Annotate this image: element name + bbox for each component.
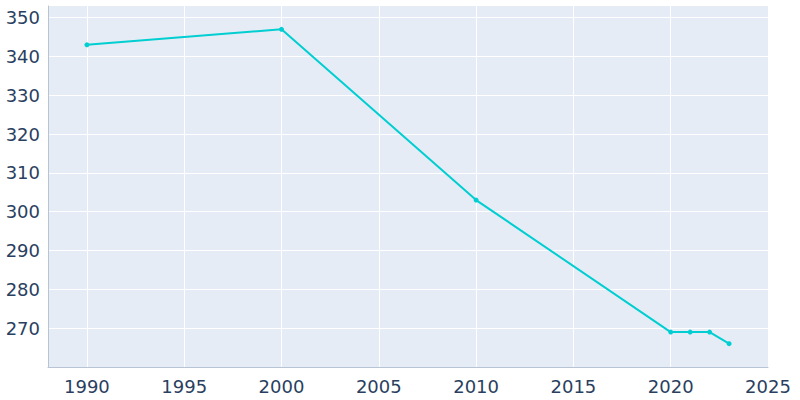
svg-text:340: 340 bbox=[6, 46, 40, 67]
svg-text:1995: 1995 bbox=[161, 376, 207, 397]
svg-text:2000: 2000 bbox=[259, 376, 305, 397]
svg-text:2010: 2010 bbox=[453, 376, 499, 397]
svg-text:2020: 2020 bbox=[648, 376, 694, 397]
svg-text:350: 350 bbox=[6, 7, 40, 28]
svg-text:290: 290 bbox=[6, 240, 40, 261]
svg-text:2025: 2025 bbox=[745, 376, 791, 397]
svg-text:2015: 2015 bbox=[550, 376, 596, 397]
svg-text:270: 270 bbox=[6, 318, 40, 339]
svg-text:300: 300 bbox=[6, 201, 40, 222]
svg-text:310: 310 bbox=[6, 162, 40, 183]
svg-text:320: 320 bbox=[6, 124, 40, 145]
svg-text:1990: 1990 bbox=[64, 376, 110, 397]
svg-text:2005: 2005 bbox=[356, 376, 402, 397]
svg-text:330: 330 bbox=[6, 85, 40, 106]
svg-text:280: 280 bbox=[6, 279, 40, 300]
